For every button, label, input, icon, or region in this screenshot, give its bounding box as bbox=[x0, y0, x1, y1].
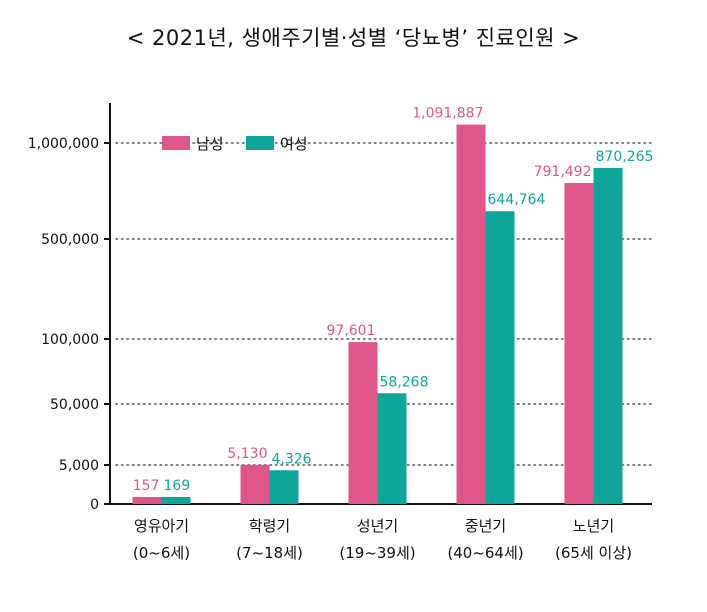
bar-male bbox=[564, 183, 594, 504]
bar-female bbox=[377, 393, 407, 504]
bar-male bbox=[348, 342, 378, 504]
y-tick-label: 50,000 bbox=[50, 397, 99, 413]
legend-label: 여성 bbox=[280, 135, 308, 153]
bar-female bbox=[161, 497, 191, 504]
y-tick-label: 100,000 bbox=[41, 332, 99, 348]
legend: 남성 여성 bbox=[162, 135, 308, 153]
data-label: 5,130 bbox=[227, 446, 267, 462]
chart-title: < 2021년, 생애주기별·성별 ‘당뇨병’ 진료인원 > bbox=[126, 26, 581, 50]
x-category-label: 영유아기 bbox=[134, 517, 189, 535]
bar-male bbox=[456, 124, 486, 505]
y-tick-label: 5,000 bbox=[59, 458, 99, 474]
y-tick-label: 1,000,000 bbox=[28, 136, 99, 152]
data-label: 157 bbox=[133, 478, 160, 494]
bar-male bbox=[132, 497, 162, 504]
bar-female bbox=[593, 167, 623, 504]
data-label: 97,601 bbox=[327, 323, 376, 339]
data-label: 1,091,887 bbox=[412, 106, 483, 122]
x-category-range: (65세 이상) bbox=[555, 544, 632, 562]
x-category-label: 중년기 bbox=[465, 517, 506, 535]
legend-swatch-female bbox=[246, 136, 274, 150]
data-label: 4,326 bbox=[272, 451, 312, 467]
data-label: 791,492 bbox=[534, 164, 592, 180]
x-category-label: 학령기 bbox=[249, 517, 290, 535]
data-label: 870,265 bbox=[596, 149, 654, 165]
grid-lines bbox=[115, 142, 653, 466]
bar-female bbox=[269, 470, 299, 504]
data-label: 58,268 bbox=[380, 374, 429, 390]
legend-label: 남성 bbox=[196, 135, 224, 153]
x-category-range: (0~6세) bbox=[133, 544, 190, 562]
data-label: 644,764 bbox=[488, 192, 546, 208]
bars: 157 169 5,130 4,326 97,601 58,268 1,091,887 644… bbox=[132, 106, 654, 505]
data-label: 169 bbox=[164, 478, 191, 494]
legend-swatch-male bbox=[162, 136, 190, 150]
y-tick-label: 500,000 bbox=[41, 232, 99, 248]
bar-male bbox=[240, 464, 270, 504]
x-category-range: (19~39세) bbox=[339, 544, 415, 562]
axes: 0 5,000 50,000 100,000 500,000 1,000,000 영유아기 (… bbox=[28, 103, 652, 562]
x-category-range: (40~64세) bbox=[447, 544, 523, 562]
x-category-label: 노년기 bbox=[573, 517, 614, 535]
x-category-label: 성년기 bbox=[357, 517, 398, 535]
y-tick-label: 0 bbox=[90, 497, 99, 513]
bar-female bbox=[485, 211, 515, 504]
x-category-range: (7~18세) bbox=[236, 544, 303, 562]
